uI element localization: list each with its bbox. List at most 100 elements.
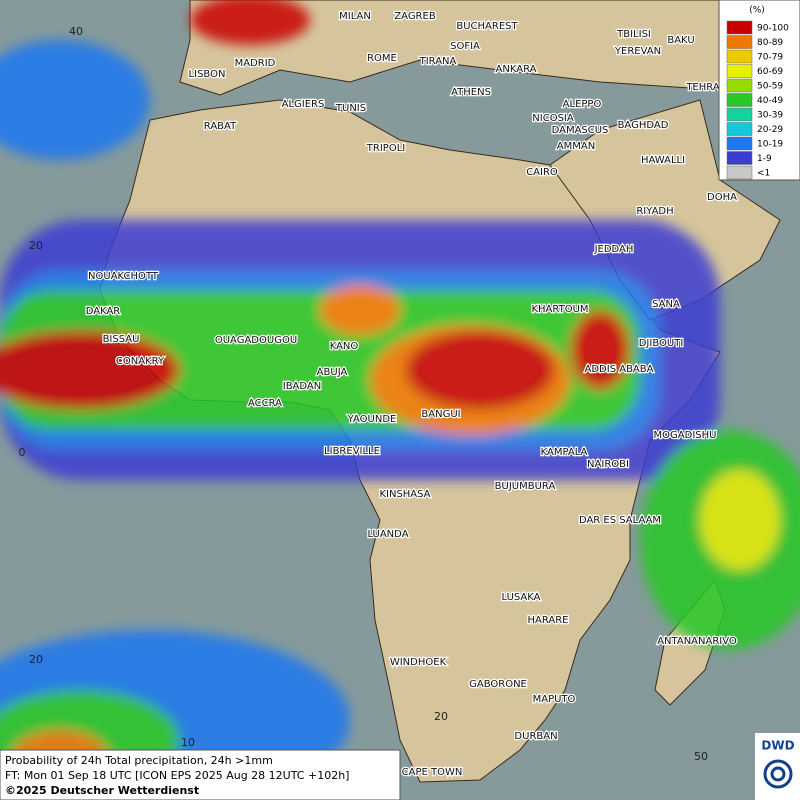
city-label: KINSHASA [379, 489, 430, 500]
city-label: TRIPOLI [366, 143, 405, 154]
grid-label: 10 [181, 736, 195, 749]
legend: (%) 90-100 80-89 70-79 60-69 50-59 40-49 30-39… [718, 0, 800, 181]
city-label: MOGADISHU [654, 430, 717, 441]
city-label: DAR ES SALAAM [579, 515, 661, 526]
city-label: NAIROBI [587, 459, 629, 470]
legend-swatch [726, 151, 753, 165]
legend-label: 70-79 [757, 53, 783, 63]
city-label: BISSAU [103, 334, 140, 345]
city-label: ROME [367, 53, 397, 64]
city-label: RIYADH [636, 206, 673, 217]
grid-label: 20 [29, 653, 43, 666]
logo-swirl [770, 766, 786, 782]
logo-box [755, 733, 800, 800]
city-label: BUJUMBURA [495, 481, 556, 492]
city-label: LISBON [189, 69, 226, 80]
city-label: DAMASCUS [552, 125, 609, 136]
city-label: RABAT [204, 121, 237, 132]
city-label: AMMAN [557, 141, 595, 152]
legend-swatch [726, 136, 753, 151]
city-label: CONAKRY [116, 356, 165, 367]
footer: Probability of 24h Total precipitation, … [0, 749, 401, 801]
legend-swatch [726, 78, 753, 93]
city-label: MAPUTO [533, 694, 576, 705]
city-label: ATHENS [451, 87, 491, 98]
city-label: DOHA [707, 192, 737, 203]
legend-label: 1-9 [757, 154, 772, 164]
legend-swatch [726, 93, 753, 107]
legend-swatch [726, 122, 753, 136]
city-label: TUNIS [335, 103, 366, 114]
city-label: ACCRA [248, 398, 282, 409]
city-label: CAIRO [526, 167, 558, 178]
footer-copyright: ©2025 Deutscher Wetterdienst [5, 784, 199, 797]
legend-label: 60-69 [757, 67, 783, 77]
city-label: YEREVAN [614, 46, 661, 57]
city-label: GABORONE [469, 679, 527, 690]
legend-swatch [726, 49, 753, 64]
city-label: ABUJA [317, 367, 348, 378]
grid-label: 20 [434, 710, 448, 723]
city-label: NICOSIA [532, 113, 574, 124]
grid-label: 20 [29, 239, 43, 252]
legend-label: 80-89 [757, 38, 783, 48]
city-label: SANA [652, 299, 680, 310]
city-label: KANO [330, 341, 359, 352]
city-label: YAOUNDE [347, 414, 397, 425]
grid-label: 40 [69, 25, 83, 38]
city-label: TEHRA [685, 82, 719, 93]
city-label: BUCHAREST [456, 21, 518, 32]
city-label: TBILISI [616, 29, 651, 40]
city-labels: MILAN ZAGREB BUCHAREST TBILISI BAKU YEREVAN LI… [84, 10, 738, 780]
legend-label: 20-29 [757, 125, 783, 135]
city-label: CAPE TOWN [402, 767, 463, 778]
legend-label: <1 [757, 169, 770, 179]
city-label: MILAN [339, 11, 371, 22]
city-label: NOUAKCHOTT [88, 271, 159, 282]
city-label: ZAGREB [394, 11, 436, 22]
footer-forecast: FT: Mon 01 Sep 18 UTC [ICON EPS 2025 Aug… [5, 769, 349, 782]
city-label: HAWALLI [641, 155, 685, 166]
legend-swatch [726, 165, 753, 180]
grid-label: 0 [19, 446, 26, 459]
city-label: JEDDAH [594, 244, 634, 255]
legend-label: 30-39 [757, 111, 783, 121]
footer-box [0, 749, 401, 801]
city-label: TIRANA [419, 56, 457, 67]
logo: DWD [755, 733, 800, 800]
legend-unit: (%) [749, 6, 765, 16]
legend-label: 10-19 [757, 140, 783, 150]
legend-label: 40-49 [757, 96, 783, 106]
city-label: WINDHOEK [390, 657, 447, 668]
city-label: BAGHDAD [618, 120, 669, 131]
legend-label: 90-100 [757, 24, 789, 34]
city-label: MADRID [235, 58, 276, 69]
city-label: IBADAN [283, 381, 322, 392]
city-label: SOFIA [450, 41, 480, 52]
grid-labels: 40 20 0 20 10 20 50 [19, 25, 709, 763]
city-label: BANGUI [421, 409, 460, 420]
city-label: OUAGADOUGOU [215, 335, 297, 346]
logo-text: DWD [761, 739, 794, 753]
city-label: DJIBOUTI [639, 338, 684, 349]
city-label: ALGIERS [282, 99, 325, 110]
city-label: DURBAN [514, 731, 557, 742]
city-label: DAKAR [86, 306, 121, 317]
city-label: HARARE [527, 615, 568, 626]
city-label: ADDIS ABABA [585, 364, 654, 375]
legend-swatch [726, 35, 753, 49]
logo-swirl [763, 759, 793, 789]
legend-swatch [726, 20, 753, 35]
city-label: KAMPALA [541, 447, 588, 458]
city-label: BAKU [667, 35, 694, 46]
city-label: ANTANANARIVO [657, 636, 737, 647]
city-label: ANKARA [496, 64, 537, 75]
city-label: ALEPPO [563, 99, 602, 110]
city-label: LUANDA [367, 529, 408, 540]
city-label: KHARTOUM [531, 304, 588, 315]
grid-label: 50 [694, 750, 708, 763]
city-label: LIBREVILLE [324, 446, 380, 457]
footer-title: Probability of 24h Total precipitation, … [5, 754, 273, 767]
